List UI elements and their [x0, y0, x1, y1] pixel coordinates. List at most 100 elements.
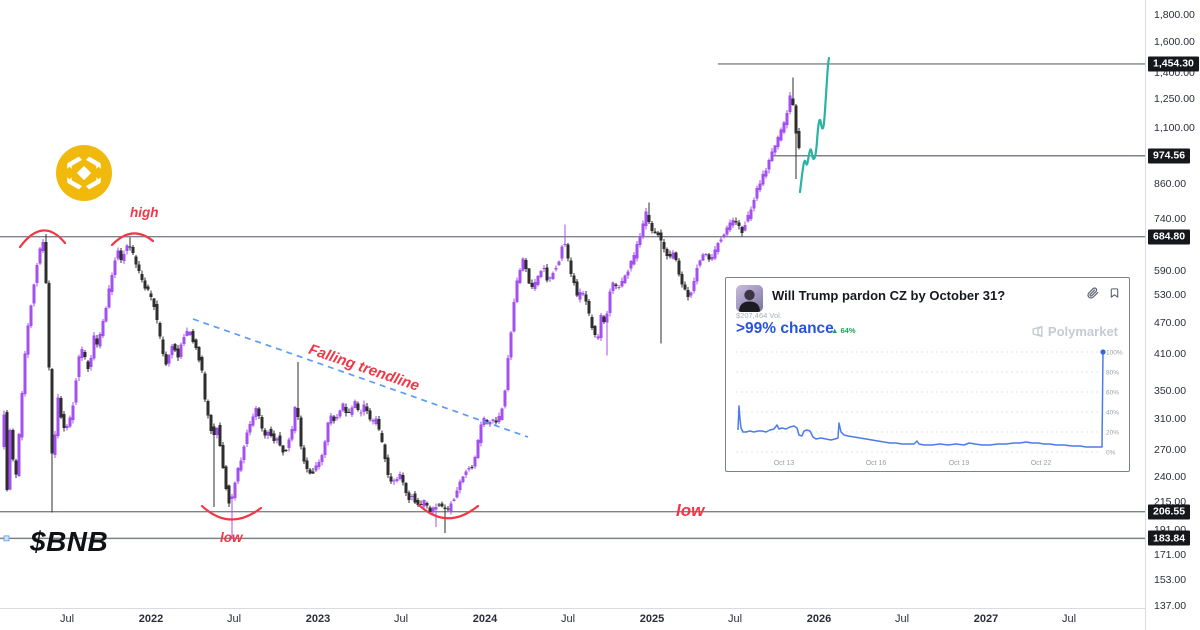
candle-body — [299, 417, 303, 447]
polymarket-card[interactable]: Will Trump pardon CZ by October 31? $207… — [725, 277, 1130, 472]
candle-body — [689, 292, 693, 296]
price-axis[interactable]: 1,800.00 1,600.00 1,400.00 1,250.00 1,100.00… — [1145, 0, 1200, 630]
candle-body — [86, 361, 90, 370]
candle-body — [65, 426, 69, 429]
price-tick: 1,100.00 — [1154, 121, 1195, 134]
time-tick: 2023 — [305, 613, 331, 625]
candle-body — [53, 434, 57, 455]
candle-body — [596, 336, 600, 339]
candle-body — [206, 401, 210, 416]
candle-body — [545, 267, 549, 281]
candle-body — [224, 466, 228, 489]
candle-body — [203, 373, 207, 400]
candle-body — [254, 408, 258, 418]
polymarket-brand: Polymarket — [1031, 324, 1118, 339]
candle-body — [167, 355, 171, 364]
candle-body — [77, 356, 81, 378]
candle-body — [746, 214, 750, 222]
candle-body — [308, 469, 312, 474]
candle-body — [200, 356, 204, 371]
candle-body — [161, 339, 165, 354]
candle-body — [209, 415, 213, 431]
candle-body — [419, 503, 423, 506]
candle-body — [557, 261, 561, 266]
candle-body — [776, 136, 780, 147]
polymarket-change: ▲ 64% — [831, 326, 856, 335]
candle-body — [431, 507, 435, 513]
candle-body — [701, 254, 705, 261]
candle-body — [692, 281, 696, 292]
candle-body — [29, 305, 33, 327]
bookmark-icon[interactable] — [1109, 287, 1120, 299]
price-tick: 137.00 — [1154, 599, 1187, 612]
candle-body — [221, 444, 225, 468]
line-handle[interactable] — [3, 535, 10, 542]
candle-body — [608, 291, 612, 313]
candle-body — [635, 243, 639, 259]
candle-body — [437, 504, 441, 506]
time-tick: Jul — [1061, 613, 1077, 625]
polymarket-logo-icon — [1031, 325, 1044, 338]
candle-body — [257, 408, 261, 416]
candle-body — [188, 332, 192, 335]
candle-body — [710, 256, 714, 260]
candle-body — [149, 293, 153, 297]
candle-body — [662, 241, 666, 250]
candle-body — [128, 246, 132, 248]
price-line-badge[interactable]: 1,454.30 — [1148, 56, 1199, 72]
price-level-lines[interactable] — [0, 63, 1145, 542]
price-line-badge[interactable]: 974.56 — [1148, 148, 1191, 164]
candle-body — [242, 446, 246, 461]
link-icon[interactable] — [1087, 287, 1099, 299]
candle-body — [464, 471, 468, 475]
candle-body — [539, 270, 543, 278]
candle-body — [716, 242, 720, 252]
candle-body — [68, 417, 72, 427]
candle-body — [329, 415, 333, 424]
projection-curve[interactable] — [798, 56, 831, 194]
candle-body — [782, 122, 786, 133]
price-tick: 350.00 — [1154, 384, 1187, 397]
candle-body — [629, 261, 633, 269]
polymarket-question[interactable]: Will Trump pardon CZ by October 31? — [772, 288, 1006, 303]
candlestick-chart-canvas[interactable] — [0, 0, 1145, 608]
candle-body — [392, 480, 396, 482]
price-line-badge[interactable]: 206.55 — [1148, 504, 1191, 520]
candle-body — [674, 252, 678, 261]
time-tick: Jul — [560, 613, 576, 625]
candle-body — [305, 460, 309, 470]
candle-body — [764, 170, 768, 177]
candle-body — [347, 411, 351, 413]
price-line-badge[interactable]: 684.80 — [1148, 229, 1191, 245]
candle-body — [290, 428, 294, 440]
candle-body — [71, 405, 75, 421]
candle-body — [494, 420, 498, 423]
candle-body — [359, 412, 363, 414]
candle-body — [569, 260, 573, 274]
mini-chart-grid — [736, 351, 1100, 453]
mini-y-label: 20% — [1106, 430, 1119, 437]
candle-body — [185, 330, 189, 336]
time-axis[interactable]: Jul 2022 Jul 2023 Jul 2024 Jul 2025 Jul 2026 Jul 20… — [0, 608, 1145, 630]
candle-body — [503, 390, 507, 407]
candle-body — [179, 344, 183, 357]
price-line-badge[interactable]: 183.84 — [1148, 530, 1191, 546]
mini-y-label: 80% — [1106, 370, 1119, 377]
falling-trendline[interactable] — [192, 318, 529, 438]
mini-y-label: 60% — [1106, 390, 1119, 397]
candle-body — [548, 277, 552, 279]
candle-body — [317, 462, 321, 467]
time-tick: Jul — [727, 613, 743, 625]
candle-body — [365, 406, 369, 412]
candle-body — [104, 307, 108, 322]
candle-body — [350, 407, 354, 415]
candle-body — [770, 151, 774, 162]
candle-body — [794, 105, 798, 134]
time-tick: 2025 — [639, 613, 665, 625]
candle-body — [278, 435, 282, 446]
candle-body — [530, 282, 534, 288]
candle-body — [401, 475, 405, 483]
candle-body — [644, 211, 648, 226]
candle-body — [752, 199, 756, 209]
